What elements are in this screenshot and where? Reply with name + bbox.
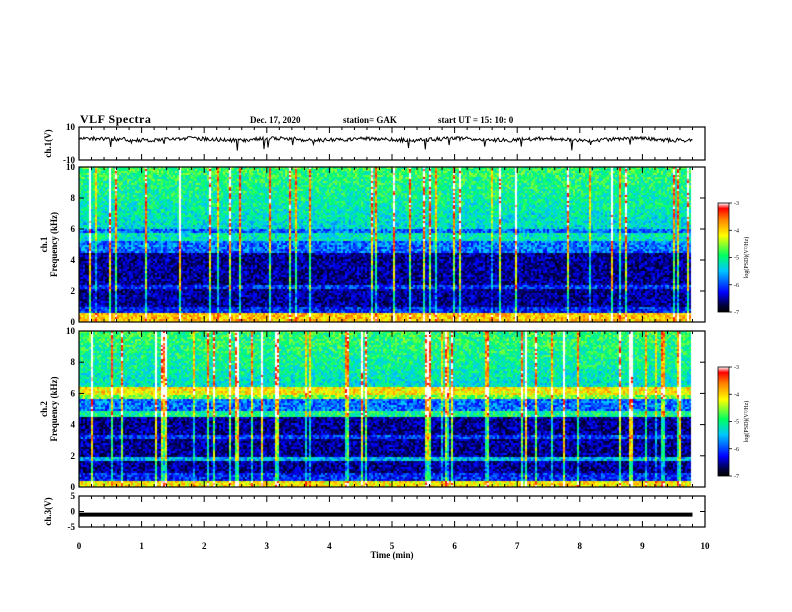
- colorbar-tick-label: -5: [734, 420, 739, 426]
- y-axis-label: ch.3(V): [43, 497, 53, 525]
- x-tick-label: 7: [515, 541, 520, 551]
- y-axis-label: Frequency (kHz): [49, 376, 59, 441]
- x-tick-label: 9: [640, 541, 645, 551]
- colorbar-tick-label: -7: [734, 474, 739, 480]
- colorbar-tick-label: -5: [734, 256, 739, 262]
- x-tick-label: 8: [578, 541, 583, 551]
- header-station: station= GAK: [343, 115, 397, 125]
- y-tick-label: -10: [63, 155, 75, 165]
- ch2-spectrogram-image: [79, 331, 705, 487]
- y-tick-label: 8: [71, 193, 76, 203]
- x-tick-label: 6: [452, 541, 457, 551]
- chart-title: VLF Spectra: [80, 112, 152, 126]
- ch1-voltage-trace: [78, 135, 693, 151]
- colorbar-label: log(PSD)(V²/Hz): [743, 237, 750, 278]
- x-tick-label: 4: [327, 541, 332, 551]
- colorbar-label: log(PSD)(V²/Hz): [743, 401, 750, 442]
- y-tick-label: 2: [71, 451, 76, 461]
- x-tick-label: 10: [701, 541, 711, 551]
- header-date: Dec. 17, 2020: [250, 115, 301, 125]
- y-axis-label: ch.1(V): [43, 129, 53, 157]
- y-tick-label: -5: [68, 522, 76, 532]
- x-tick-label: 1: [139, 541, 144, 551]
- y-tick-label: 5: [71, 491, 76, 501]
- header-start-ut: start UT = 15: 10: 0: [438, 115, 514, 125]
- y-tick-label: 8: [71, 357, 76, 367]
- x-axis-label: Time (min): [370, 550, 413, 560]
- y-axis-label: Frequency (kHz): [49, 212, 59, 277]
- colorbar-tick-label: -3: [734, 201, 739, 207]
- x-tick-label: 5: [390, 541, 395, 551]
- colorbar-tick-label: -6: [734, 283, 739, 289]
- colorbar-tick-label: -4: [734, 392, 739, 398]
- y-axis-label: ch.1: [39, 236, 49, 252]
- ch1-spectrogram-image: [79, 167, 705, 322]
- y-tick-label: 0: [71, 317, 76, 327]
- y-axis-label: ch.2: [39, 401, 49, 417]
- colorbar-tick-label: -4: [734, 228, 739, 234]
- y-tick-label: 2: [71, 286, 76, 296]
- y-tick-label: 6: [71, 388, 76, 398]
- y-tick-label: 10: [66, 122, 76, 132]
- y-tick-label: 10: [66, 326, 76, 336]
- colorbar-tick-label: -6: [734, 447, 739, 453]
- y-tick-label: 4: [71, 255, 76, 265]
- colorbar: [717, 202, 730, 313]
- colorbar: [717, 366, 730, 477]
- y-tick-label: 10: [66, 162, 76, 172]
- x-tick-label: 3: [265, 541, 270, 551]
- y-tick-label: 0: [71, 482, 76, 492]
- y-tick-label: 6: [71, 224, 76, 234]
- y-tick-label: 0: [71, 507, 76, 517]
- colorbar-tick-label: -3: [734, 365, 739, 371]
- colorbar-tick-label: -7: [734, 310, 739, 316]
- x-tick-label: 0: [77, 541, 82, 551]
- y-tick-label: 4: [71, 420, 76, 430]
- x-tick-label: 2: [202, 541, 207, 551]
